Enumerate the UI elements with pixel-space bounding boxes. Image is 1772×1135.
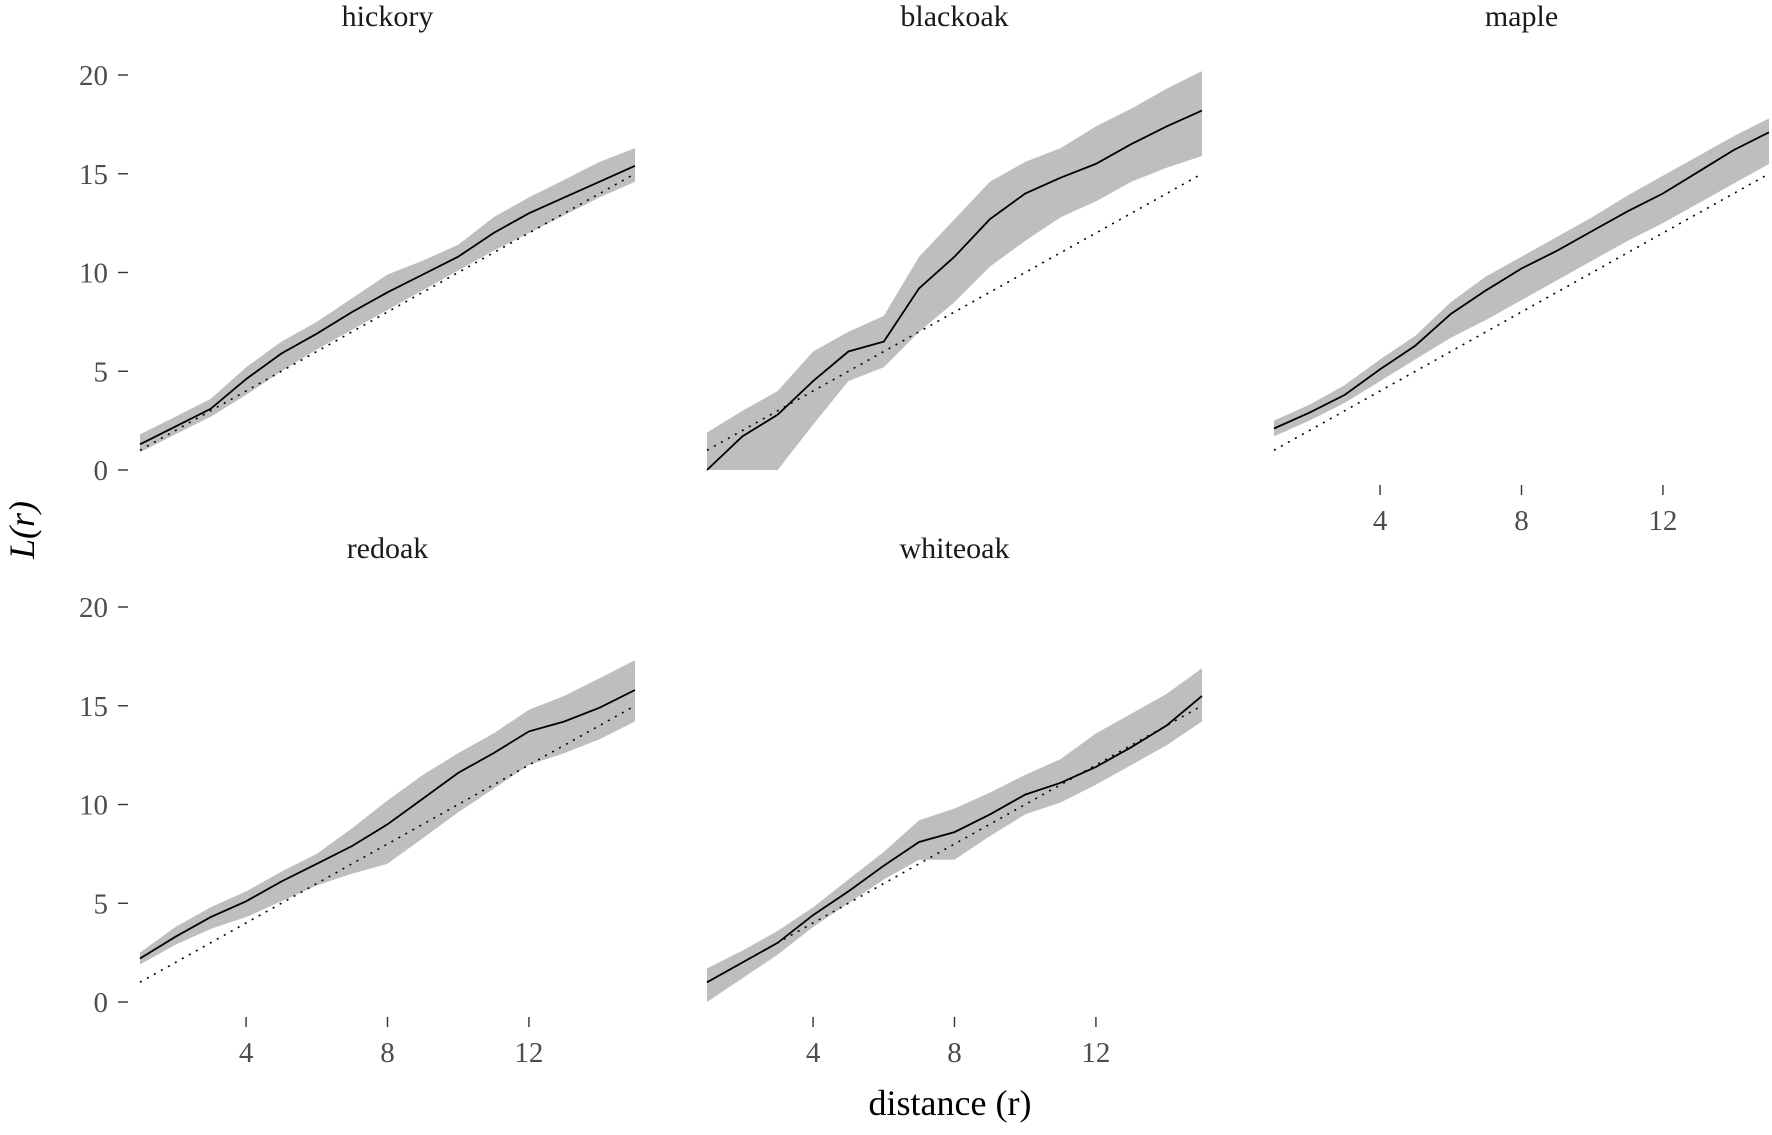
- theoretical-line: [706, 173, 1203, 451]
- x-tick-label: 4: [239, 1037, 254, 1069]
- x-axis-title: distance (r): [869, 1083, 1032, 1123]
- observed-line: [139, 164, 636, 446]
- x-tick-label: 8: [380, 1037, 395, 1069]
- x-tick-label: 12: [514, 1037, 543, 1069]
- observed-line: [139, 689, 636, 960]
- x-tick-label: 8: [1514, 505, 1529, 537]
- panel-title: hickory: [342, 0, 434, 33]
- theoretical-line: [139, 173, 636, 451]
- x-tick-label: 12: [1081, 1037, 1110, 1069]
- x-tick-label: 8: [947, 1037, 962, 1069]
- x-tick-label: 4: [1373, 505, 1388, 537]
- panel-hickory: hickory: [139, 0, 636, 453]
- envelope-band: [140, 660, 635, 965]
- theoretical-line: [706, 705, 1203, 983]
- y-tick-label: 0: [94, 455, 109, 487]
- panel-title: maple: [1485, 0, 1558, 33]
- envelope-band: [707, 668, 1202, 1002]
- y-tick-label: 15: [79, 691, 108, 723]
- observed-line: [1273, 131, 1770, 430]
- theoretical-line: [1273, 173, 1770, 451]
- panel-redoak: redoak: [139, 532, 636, 983]
- panel-maple: maple: [1273, 0, 1770, 451]
- y-tick-label: 0: [94, 987, 109, 1019]
- y-tick-label: 15: [79, 159, 108, 191]
- panel-blackoak: blackoak: [706, 0, 1203, 471]
- panel-title: redoak: [347, 532, 429, 565]
- x-tick-label: 12: [1648, 505, 1677, 537]
- x-tick-label: 4: [806, 1037, 821, 1069]
- observed-line: [706, 695, 1203, 984]
- theoretical-line: [139, 705, 636, 983]
- panel-title: blackoak: [900, 0, 1008, 33]
- y-tick-label: 10: [79, 790, 108, 822]
- observed-line: [706, 109, 1203, 471]
- y-tick-label: 20: [79, 592, 108, 624]
- y-tick-label: 20: [79, 60, 108, 92]
- y-tick-label: 10: [79, 258, 108, 290]
- panel-whiteoak: whiteoak: [706, 532, 1203, 1002]
- y-tick-label: 5: [94, 888, 109, 920]
- y-axis-title: L(r): [2, 501, 42, 560]
- panel-title: whiteoak: [900, 532, 1010, 565]
- y-tick-label: 5: [94, 356, 109, 388]
